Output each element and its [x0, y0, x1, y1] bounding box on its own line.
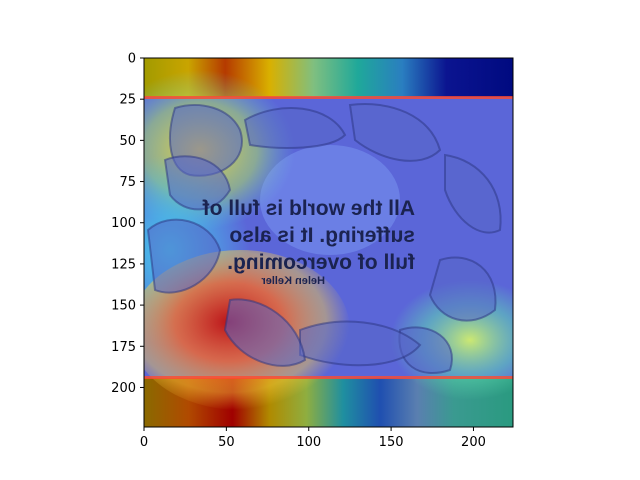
quote-line-1: All the world is full of	[202, 197, 415, 220]
axes-frame	[143, 57, 514, 428]
hands-illustration	[146, 103, 502, 375]
y-tick-label: 100	[111, 216, 136, 231]
y-tick-label: 0	[128, 52, 136, 67]
x-tick-label: 50	[218, 435, 235, 450]
y-tick-label: 50	[119, 134, 136, 149]
x-tick-label: 0	[140, 435, 148, 450]
quote-block: All the world is full of suffering. It i…	[202, 197, 415, 287]
y-tick-label: 25	[119, 93, 136, 108]
y-axis: 0 25 50 75 100 125 150 175 200	[111, 52, 144, 396]
y-tick-label: 125	[111, 257, 136, 272]
image-plot: All the world is full of suffering. It i…	[144, 58, 513, 427]
x-axis: 0 50 100 150 200	[140, 427, 486, 450]
x-tick-label: 150	[379, 435, 404, 450]
x-tick-label: 200	[461, 435, 486, 450]
y-tick-label: 75	[119, 175, 136, 190]
quote-author: Helen Keller	[261, 275, 325, 287]
y-tick-label: 200	[111, 381, 136, 396]
y-tick-label: 150	[111, 299, 136, 314]
quote-line-2: suffering. It is also	[229, 224, 415, 247]
quote-line-3: full of overcoming.	[227, 251, 415, 274]
x-tick-label: 100	[296, 435, 321, 450]
y-tick-label: 175	[111, 340, 136, 355]
